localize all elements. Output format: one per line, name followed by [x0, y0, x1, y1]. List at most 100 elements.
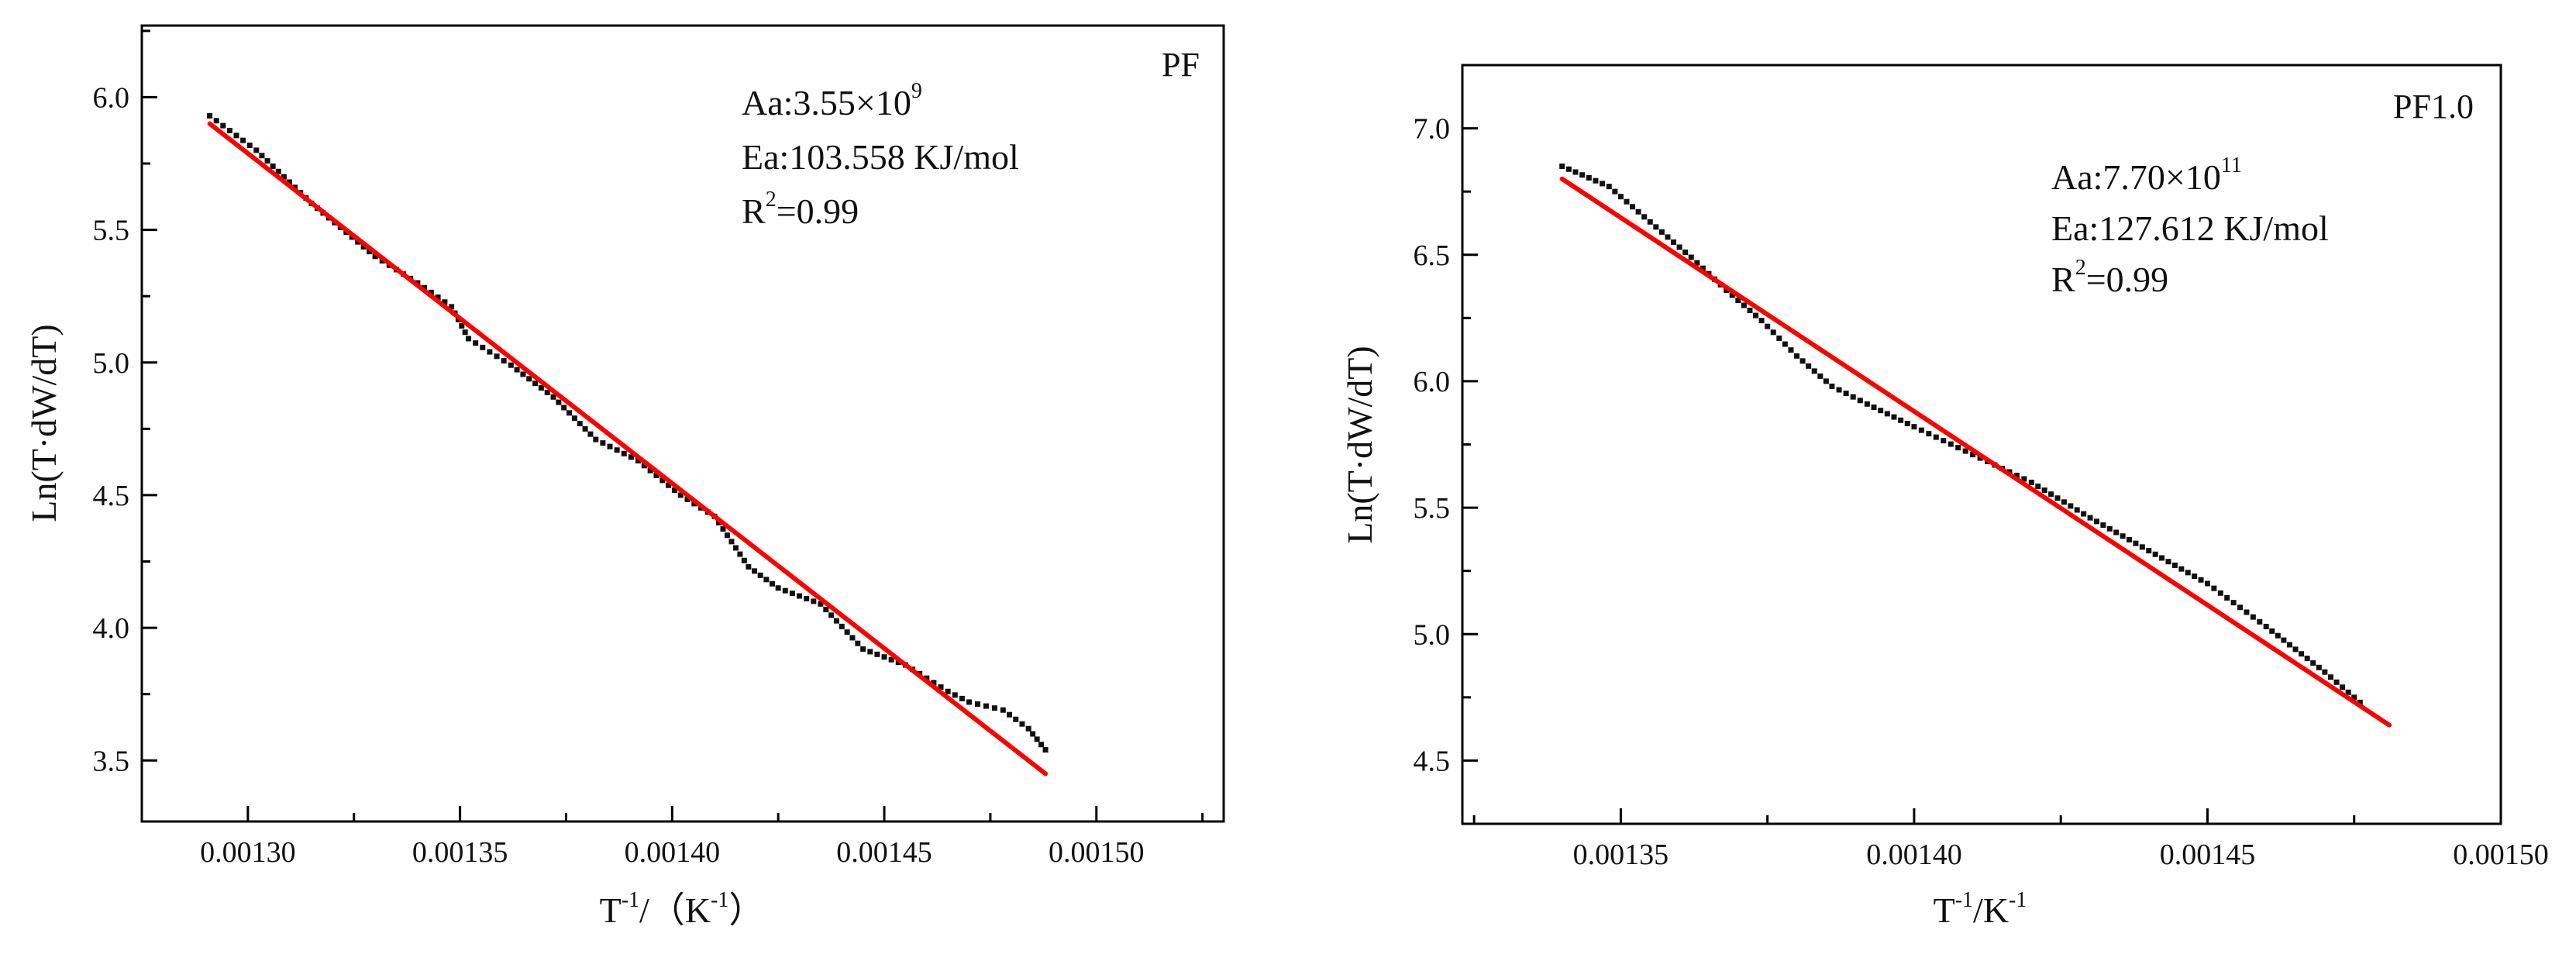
- data-point: [959, 695, 965, 701]
- data-point: [1034, 736, 1040, 742]
- data-point: [1918, 427, 1924, 433]
- x-tick-label: 0.00140: [1866, 839, 1962, 871]
- data-point: [2237, 604, 2244, 611]
- y-tick-label: 4.5: [1414, 745, 1451, 777]
- data-point: [2061, 499, 2067, 505]
- data-point: [240, 137, 246, 143]
- data-point: [1019, 721, 1025, 727]
- data-point: [966, 699, 973, 705]
- data-point: [1565, 166, 1572, 172]
- data-point: [473, 340, 479, 346]
- data-point: [1647, 219, 1653, 225]
- x-tick-label: 0.00145: [2160, 839, 2256, 871]
- data-point: [593, 436, 599, 443]
- x-axis-title: T-1/K-1: [1934, 888, 2027, 930]
- data-point: [355, 239, 361, 245]
- y-tick-label: 5.0: [93, 347, 130, 380]
- data-point: [2152, 551, 2158, 557]
- data-point: [207, 112, 213, 119]
- data-point: [2244, 609, 2250, 615]
- data-point: [2211, 585, 2217, 591]
- data-point: [945, 688, 951, 694]
- data-point: [1788, 347, 1794, 353]
- data-point: [494, 353, 500, 360]
- data-point: [849, 635, 856, 641]
- data-point: [2178, 566, 2185, 572]
- data-point: [1891, 414, 1897, 420]
- data-point: [1843, 391, 1849, 397]
- x-tick-label: 0.00150: [1049, 836, 1145, 869]
- data-point: [514, 367, 520, 373]
- panel-label: PF1.0: [2393, 88, 2474, 126]
- y-tick-label: 5.5: [93, 215, 130, 247]
- data-point: [2146, 548, 2152, 554]
- y-tick-label: 5.5: [1414, 492, 1451, 525]
- data-point: [246, 143, 253, 149]
- data-point: [2310, 660, 2316, 666]
- data-point: [2087, 515, 2093, 521]
- data-point: [2074, 507, 2080, 513]
- data-point: [1676, 244, 1682, 250]
- data-point: [1658, 229, 1665, 235]
- data-point: [2217, 590, 2223, 596]
- data-point: [1904, 420, 1910, 426]
- data-point: [2340, 684, 2346, 691]
- data-point: [2133, 540, 2139, 546]
- data-point: [2224, 594, 2230, 601]
- data-point: [2286, 642, 2292, 648]
- data-point: [1635, 208, 1641, 215]
- data-point: [621, 450, 627, 456]
- data-point: [253, 147, 260, 153]
- data-point: [2351, 694, 2357, 701]
- data-point: [2327, 674, 2333, 680]
- fit-annotation: Aa:7.70×1011 Ea:127.612 KJ/mol R2=0.99: [2051, 153, 2329, 299]
- data-point: [716, 519, 722, 525]
- data-point: [422, 284, 428, 291]
- data-point: [226, 127, 232, 133]
- data-point: [2357, 699, 2363, 705]
- data-point: [1898, 417, 1904, 423]
- data-point: [818, 601, 824, 607]
- chart-pf1: 0.00135 0.00140 0.00145 0.00150 4.5 5.0 5.5 6.0…: [1340, 64, 2549, 930]
- data-point: [213, 118, 219, 124]
- data-point: [372, 253, 378, 260]
- data-point: [720, 526, 726, 532]
- data-point: [360, 243, 367, 250]
- data-point: [691, 501, 697, 507]
- data-point: [974, 701, 980, 708]
- data-point: [571, 415, 577, 422]
- data-point: [757, 572, 763, 578]
- data-point: [2028, 479, 2034, 485]
- data-point: [550, 394, 556, 400]
- data-point: [797, 593, 803, 599]
- data-point: [1042, 747, 1049, 753]
- data-point: [653, 472, 659, 478]
- fit-line: [207, 121, 1049, 777]
- y-axis-title: Ln(T·dW/dT): [24, 324, 64, 522]
- data-point: [556, 399, 562, 405]
- data-point: [538, 385, 544, 391]
- data-point: [782, 587, 788, 594]
- data-point: [804, 595, 810, 601]
- data-point: [1013, 716, 1019, 722]
- data-point: [281, 174, 287, 180]
- data-point: [2269, 628, 2275, 634]
- data-point: [2198, 577, 2204, 583]
- panel-label: PF: [1162, 46, 1200, 84]
- data-point: [1007, 711, 1013, 718]
- data-point: [1836, 387, 1842, 393]
- data-point: [677, 492, 684, 498]
- x-tick-label: 0.00135: [1573, 839, 1669, 871]
- data-point: [428, 289, 434, 295]
- data-point: [811, 598, 817, 604]
- y-tick-label: 6.5: [1414, 239, 1451, 272]
- data-point: [991, 705, 997, 711]
- r2-value: R2=0.99: [2051, 256, 2168, 299]
- data-point: [828, 612, 835, 618]
- data-point: [2013, 472, 2020, 478]
- data-point: [1776, 335, 1782, 341]
- data-point: [435, 294, 441, 301]
- data-point: [1641, 214, 1648, 220]
- data-point: [2041, 487, 2047, 494]
